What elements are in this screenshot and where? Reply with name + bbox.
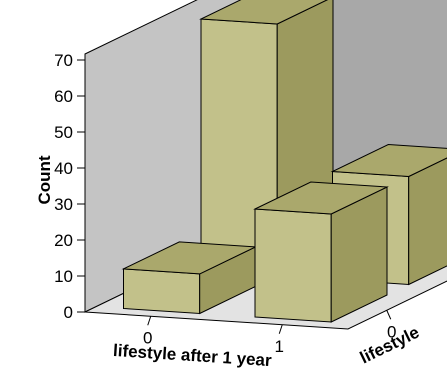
bar-side (408, 157, 447, 286)
y-tick-label: 20 (54, 231, 73, 250)
z-tick (386, 310, 392, 320)
bar-front (123, 268, 201, 315)
y-tick-label: 50 (54, 123, 73, 142)
y-axis: 0 10 20 30 40 50 60 70 (54, 51, 85, 322)
bar-top (199, 0, 328, 25)
x-tick-label: 0 (143, 328, 152, 347)
bar-front (254, 208, 332, 323)
y-axis-title: Count (35, 155, 54, 204)
z-tick-label: 0 (387, 322, 396, 341)
z-axis: 01 (386, 310, 396, 341)
x-tick-label: 1 (275, 337, 284, 356)
y-tick-label: 60 (54, 87, 73, 106)
chart-bars (121, 0, 447, 323)
x-tick (278, 324, 283, 334)
y-tick-label: 10 (54, 267, 73, 286)
x-axis-title: lifestyle after 1 year (113, 341, 273, 370)
bar-0-0 (121, 241, 258, 315)
y-tick-label: 40 (54, 159, 73, 178)
bar-1-0 (253, 181, 389, 323)
x-tick (147, 316, 152, 326)
y-tick-label: 30 (54, 195, 73, 214)
bar-top (253, 181, 389, 215)
y-tick-label: 70 (54, 51, 73, 70)
bar-top (330, 143, 447, 178)
y-tick-label: 0 (64, 303, 73, 322)
